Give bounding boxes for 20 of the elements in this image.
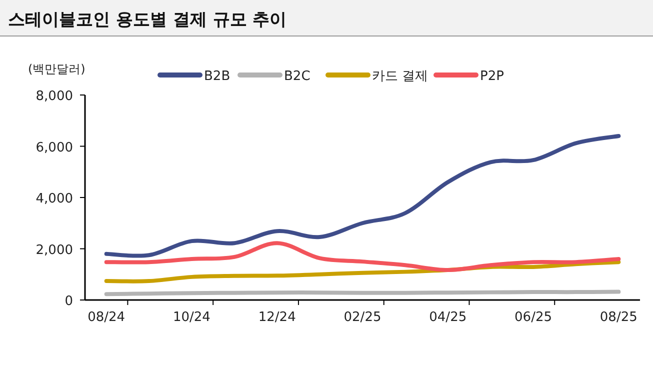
- x-tick-label: 06/25: [514, 310, 552, 325]
- y-axis-title: (백만달러): [28, 62, 86, 76]
- x-tick-label: 02/25: [344, 310, 382, 325]
- x-tick-label: 12/24: [258, 310, 296, 325]
- chart-title: 스테이블코인 용도별 결제 규모 추이: [8, 10, 287, 30]
- y-tick-label: 2,000: [36, 242, 73, 258]
- x-tick-label: 10/24: [172, 310, 210, 325]
- line-series: [104, 241, 621, 272]
- legend-label: B2C: [284, 69, 310, 84]
- y-tick-label: 4,000: [36, 192, 73, 206]
- legend-label: 카드 결제: [372, 69, 428, 84]
- y-tick-label: 8,000: [36, 89, 73, 104]
- line-series: [104, 134, 621, 258]
- y-tick-label: 6,000: [36, 140, 73, 156]
- y-tick-label: 0: [64, 294, 73, 309]
- legend-label: P2P: [480, 69, 504, 84]
- x-tick-label: 04/25: [429, 310, 467, 325]
- legend-label: B2B: [204, 69, 230, 84]
- x-tick-label: 08/25: [600, 310, 638, 325]
- x-tick-label: 08/24: [88, 310, 126, 325]
